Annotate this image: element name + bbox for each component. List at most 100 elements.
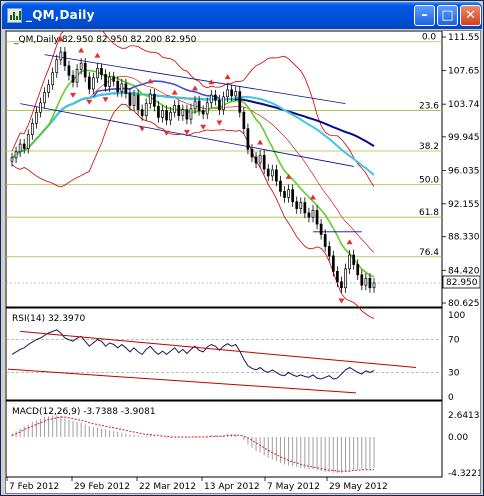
candle-body — [336, 271, 339, 283]
candle-body — [234, 91, 238, 97]
candle-body — [364, 277, 368, 286]
candle-body — [22, 143, 26, 149]
fractal-up — [224, 74, 231, 80]
candle-body — [209, 94, 213, 104]
candle-body — [279, 180, 282, 192]
candle-body — [39, 102, 42, 113]
macd-header: MACD(12,26,9) -3.7388 -3.9081 — [12, 407, 156, 417]
candle-body — [177, 105, 181, 117]
fractal-down — [139, 126, 146, 132]
price-axis-label: 96.035 — [448, 166, 480, 176]
candle-body — [185, 109, 189, 120]
rsi-axis-label: 0 — [448, 393, 454, 403]
candle-body — [63, 51, 67, 67]
fractal-up — [285, 173, 292, 179]
rsi-line — [11, 329, 375, 380]
candle-body — [169, 111, 172, 121]
price-header: _QM,Daily 82.950 82.950 82.200 82.950 — [13, 35, 197, 45]
candle-body — [100, 68, 103, 75]
fib-level-label: 0.0 — [422, 33, 437, 43]
rsi-series: 100 70 30 0 — [6, 311, 465, 403]
rsi-pane[interactable] — [6, 307, 443, 401]
title-bar[interactable]: _QM,Daily – □ ✕ — [2, 2, 482, 29]
candle-body — [189, 108, 193, 120]
candle-body — [116, 80, 120, 92]
candle-body — [246, 128, 250, 150]
fractal-markers — [57, 36, 353, 304]
candle-body — [258, 154, 262, 164]
candle-body — [250, 148, 254, 158]
ma-mid — [92, 80, 220, 99]
macd-pane[interactable] — [6, 400, 443, 478]
fractal-down — [70, 92, 77, 98]
chart-svg[interactable]: 0.0 23.6 38.2 50.0 61.8 76.4 100 70 30 0 2.6413 0… — [6, 31, 480, 493]
fractal-down — [200, 124, 207, 130]
fractal-up — [147, 78, 154, 84]
candle-body — [201, 110, 205, 115]
x-axis-label: 7 May 2012 — [267, 482, 320, 492]
candle-body — [55, 59, 59, 74]
candle-body — [283, 191, 286, 198]
fib-level-label: 50.0 — [419, 176, 439, 186]
ma-slow-navy — [11, 91, 375, 159]
fib-level-label: 76.4 — [419, 248, 439, 258]
candle-body — [173, 105, 177, 113]
candle-body — [75, 68, 79, 83]
fractal-down — [183, 129, 190, 135]
candle-body — [67, 65, 71, 76]
candle-body — [59, 51, 63, 61]
fractal-down — [86, 99, 93, 105]
candle-body — [242, 111, 246, 129]
candle-body — [157, 105, 160, 118]
price-pane[interactable] — [6, 31, 443, 308]
macd-axis-label: -4.3221 — [448, 469, 480, 479]
chart-canvas[interactable]: 0.0 23.6 38.2 50.0 61.8 76.4 100 70 30 0 2.6413 0… — [5, 30, 481, 494]
bollinger-upper — [11, 31, 375, 187]
candle-body — [356, 264, 360, 276]
axis-labels: 111.550 107.655 103.740 99.945 96.035 92.155 8… — [6, 33, 480, 492]
rsi-trendline-lower — [7, 368, 357, 394]
candle-body — [136, 94, 140, 111]
window-title: _QM,Daily — [26, 8, 95, 22]
macd-axis-label: 2.6413 — [448, 411, 480, 421]
candle-body — [327, 246, 331, 257]
candle-body — [108, 76, 111, 87]
maximize-button[interactable]: □ — [437, 5, 458, 26]
candle-body — [14, 151, 18, 159]
candle-body — [226, 89, 229, 98]
price-axis-label: 80.625 — [448, 299, 480, 309]
candle-body — [71, 74, 75, 83]
candle-body — [275, 169, 278, 182]
fib-level-label: 61.8 — [419, 208, 439, 218]
chart-window-icon — [7, 8, 22, 23]
fractal-up — [57, 36, 64, 42]
macd-series: 2.6413 0.00 -4.3221 — [11, 411, 480, 479]
trendline-upper — [44, 54, 346, 105]
candle-body — [161, 110, 164, 118]
candle-body — [18, 143, 22, 153]
minimize-button[interactable]: – — [414, 5, 435, 26]
candle-body — [372, 282, 376, 289]
fractal-up — [94, 52, 101, 58]
trendline-lower — [20, 103, 354, 167]
candle-body — [47, 84, 50, 93]
fractal-up — [257, 139, 264, 145]
candle-body — [218, 99, 221, 111]
fractal-down — [338, 298, 345, 304]
macd-axis-label: 0.00 — [448, 433, 468, 443]
candle-body — [51, 72, 55, 86]
candle-body — [311, 209, 315, 218]
candle-body — [352, 254, 356, 265]
price-axis-label: 107.655 — [448, 67, 480, 77]
candle-body — [368, 277, 372, 289]
candle-body — [291, 189, 295, 203]
price-axis-label: 111.550 — [448, 33, 480, 43]
candle-body — [30, 123, 34, 135]
fib-level-label: 38.2 — [419, 142, 439, 152]
rsi-header: RSI(14) 32.3970 — [12, 314, 85, 324]
candle-body — [303, 202, 307, 214]
x-axis-label: 7 Feb 2012 — [9, 482, 59, 492]
close-button[interactable]: ✕ — [460, 5, 481, 26]
candle-body — [43, 92, 46, 104]
candle-body — [254, 156, 258, 164]
